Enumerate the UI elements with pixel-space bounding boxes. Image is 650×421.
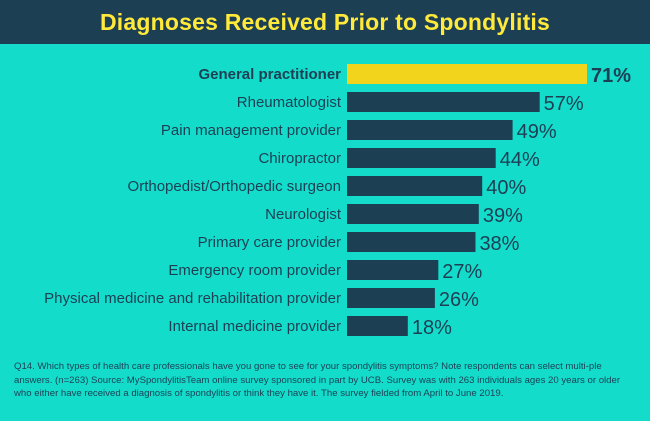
- category-label-2: Pain management provider: [161, 122, 341, 139]
- value-label-0: 71%: [591, 65, 631, 87]
- category-label-7: Emergency room provider: [168, 262, 341, 279]
- value-label-6: 38%: [479, 233, 519, 255]
- category-label-1: Rheumatologist: [237, 94, 342, 111]
- category-label-4: Orthopedist/Orthopedic surgeon: [128, 178, 341, 195]
- bar-2: [347, 120, 513, 140]
- bar-1: [347, 92, 540, 112]
- category-label-0: General practitioner: [198, 66, 341, 83]
- value-label-8: 26%: [439, 289, 479, 311]
- category-label-9: Internal medicine provider: [168, 318, 341, 335]
- bar-4: [347, 176, 483, 196]
- title-bar: Diagnoses Received Prior to Spondylitis: [0, 0, 650, 44]
- value-label-1: 57%: [544, 93, 584, 115]
- category-label-6: Primary care provider: [198, 234, 341, 251]
- bar-7: [347, 260, 439, 280]
- category-label-5: Neurologist: [265, 206, 342, 223]
- value-label-5: 39%: [483, 205, 523, 227]
- value-label-7: 27%: [442, 261, 482, 283]
- bar-8: [347, 288, 435, 308]
- category-label-3: Chiropractor: [258, 150, 341, 167]
- bar-chart: General practitioner 71% Rheumatologist 57%…: [44, 64, 631, 339]
- bar-5: [347, 204, 479, 224]
- bar-9: [347, 316, 408, 336]
- value-label-2: 49%: [517, 121, 557, 143]
- value-label-9: 18%: [412, 317, 452, 339]
- category-label-8: Physical medicine and rehabilitation pro…: [44, 290, 341, 307]
- bar-0: [347, 64, 587, 84]
- bar-6: [347, 232, 476, 252]
- footnote: Q14. Which types of health care professi…: [14, 361, 621, 399]
- value-label-4: 40%: [486, 177, 526, 199]
- chart-title: Diagnoses Received Prior to Spondylitis: [99, 8, 551, 35]
- bar-3: [347, 148, 496, 168]
- value-label-3: 44%: [500, 149, 540, 171]
